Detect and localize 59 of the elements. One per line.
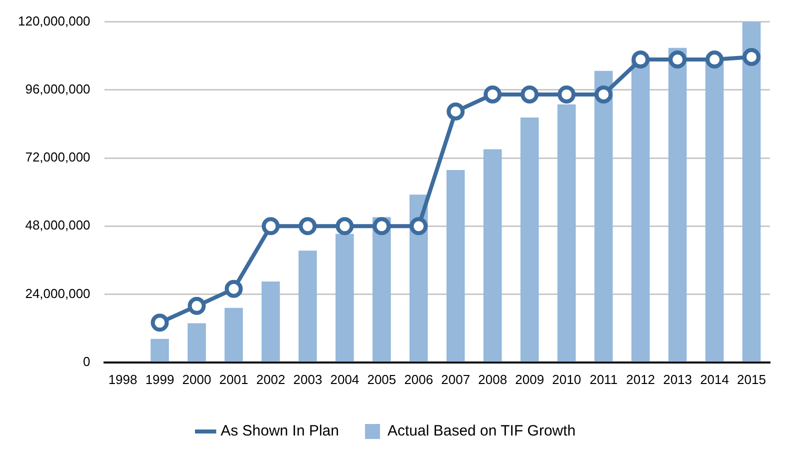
x-tick-label: 2008	[478, 372, 508, 387]
bar	[557, 104, 576, 362]
point	[410, 217, 428, 236]
legend-label: As Shown In Plan	[220, 422, 339, 440]
x-tick-label: 1998	[108, 372, 138, 387]
y-tick-label: 0	[83, 354, 90, 369]
x-tick-label: 2015	[737, 372, 766, 387]
x-tick-label: 2000	[182, 372, 212, 387]
x-tick-label: 2011	[590, 372, 618, 387]
y-tick-label: 96,000,000	[25, 82, 90, 96]
x-tick-label: 2012	[626, 372, 656, 387]
bar	[298, 250, 317, 362]
bar	[336, 234, 354, 362]
x-tick-label: 2005	[367, 372, 396, 387]
bar	[520, 117, 539, 362]
point	[558, 85, 576, 104]
bar	[742, 22, 761, 362]
x-tick-label: 2009	[515, 372, 544, 387]
point	[632, 50, 650, 69]
legend-label: Actual Based on TIF Growth	[387, 422, 576, 440]
x-tick-label: 2014	[700, 372, 729, 387]
point	[372, 217, 391, 236]
x-tick-label: 2013	[663, 372, 692, 387]
x-tick-label: 2007	[441, 372, 470, 387]
x-tick-label: 2001	[219, 372, 248, 387]
x-tick-label: 2003	[293, 372, 322, 387]
bar	[631, 60, 650, 362]
x-tick-label: 2004	[330, 372, 360, 387]
y-tick-label: 120,000,000	[18, 13, 90, 28]
point	[298, 217, 317, 236]
point	[594, 85, 613, 104]
bar	[594, 70, 613, 362]
bar	[483, 149, 502, 362]
x-tick-label: 2002	[256, 372, 286, 387]
bar	[262, 282, 280, 362]
point	[706, 50, 724, 69]
point	[446, 102, 465, 120]
bar	[705, 60, 724, 362]
y-tick-label: 48,000,000	[25, 218, 90, 233]
bar	[372, 217, 391, 362]
x-tick-label: 1999	[145, 372, 174, 387]
bar	[150, 338, 169, 362]
x-tick-label: 2006	[404, 372, 434, 387]
point	[224, 280, 243, 298]
bar	[668, 48, 687, 362]
point	[742, 48, 761, 66]
point	[150, 314, 169, 332]
x-tick-label: 2010	[552, 372, 582, 387]
point	[484, 85, 502, 104]
point	[336, 217, 354, 236]
point	[668, 50, 687, 69]
bar	[446, 170, 465, 362]
y-tick-label: 72,000,000	[25, 150, 90, 165]
point	[188, 296, 206, 315]
y-tick-label: 24,000,000	[25, 286, 90, 301]
bar	[188, 323, 206, 362]
bar	[224, 308, 243, 362]
point	[520, 85, 539, 104]
point	[262, 217, 280, 236]
